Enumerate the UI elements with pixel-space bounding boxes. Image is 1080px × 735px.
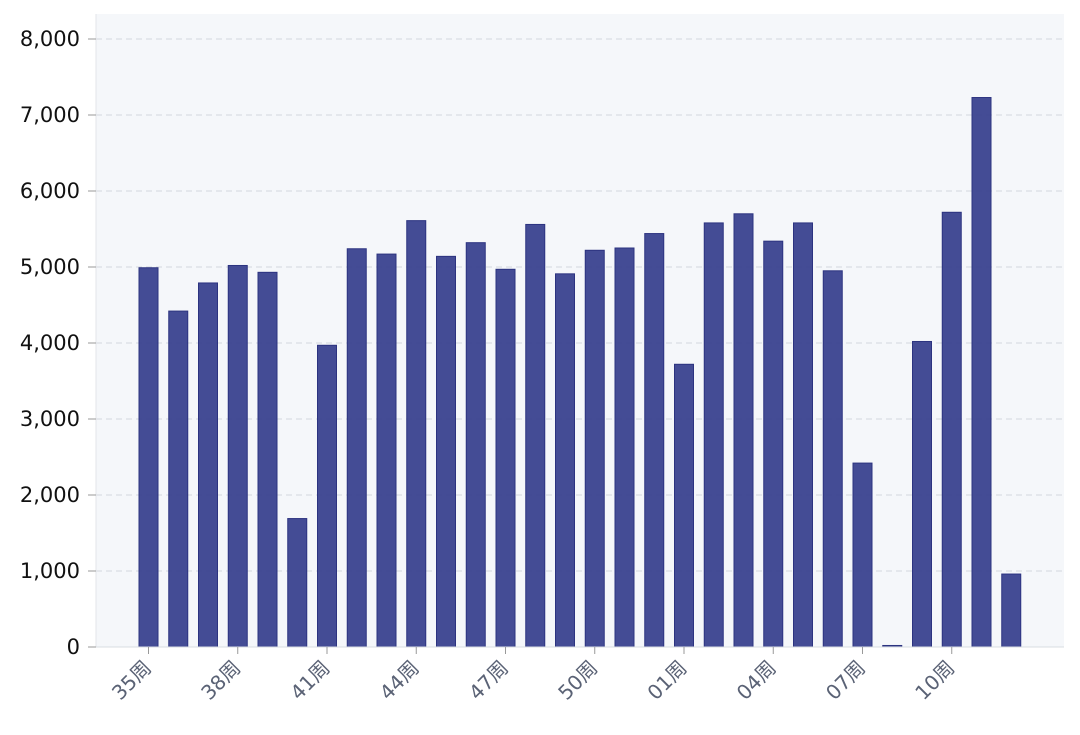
y-tick-label: 5,000	[20, 255, 80, 279]
x-tick-label: 10周	[910, 656, 959, 705]
bar	[525, 223, 546, 648]
x-tick-label: 04周	[732, 656, 781, 705]
bar	[703, 222, 724, 648]
y-tick-label: 2,000	[20, 483, 80, 507]
x-tick-label: 41周	[285, 656, 334, 705]
x-axis-ticks: 35周 38周 41周 44周 47周 50周 01周 04周 07周 10周	[107, 647, 959, 705]
y-tick-label: 8,000	[20, 27, 80, 51]
x-tick-label: 01周	[642, 656, 691, 705]
bar	[1001, 573, 1022, 648]
y-tick-label: 0	[67, 635, 80, 659]
x-tick-label: 35周	[107, 656, 156, 705]
bar	[376, 253, 397, 648]
bar	[674, 363, 694, 648]
bar	[941, 211, 962, 648]
y-tick-label: 3,000	[20, 407, 80, 431]
x-tick-label: 50周	[553, 656, 602, 705]
bar	[584, 249, 605, 648]
bar	[495, 268, 516, 648]
bar	[406, 220, 427, 648]
bar	[465, 242, 486, 648]
gridlines	[96, 38, 1064, 572]
bar	[971, 97, 992, 648]
bar	[793, 222, 813, 648]
plot-background	[96, 14, 1064, 647]
bar	[138, 267, 159, 648]
bar	[644, 233, 665, 648]
bar	[257, 271, 278, 648]
bars	[138, 97, 1022, 648]
bar	[346, 248, 367, 648]
x-tick-label: 44周	[375, 656, 424, 705]
bar	[614, 247, 635, 648]
bar	[317, 344, 337, 648]
bar	[555, 273, 575, 648]
y-tick-label: 7,000	[20, 103, 80, 127]
bar	[287, 518, 308, 648]
bar	[852, 462, 873, 648]
y-tick-label: 4,000	[20, 331, 80, 355]
bar	[733, 213, 754, 648]
bar	[763, 240, 784, 648]
x-tick-label: 07周	[821, 656, 870, 705]
bar	[198, 282, 218, 648]
x-tick-label: 47周	[464, 656, 513, 705]
bar	[912, 340, 932, 648]
bar	[436, 255, 456, 648]
y-axis-ticks: 0 1,000 2,000 3,000 4,000 5,000 6,000 7,000 8,00…	[20, 27, 96, 659]
bar	[168, 310, 189, 648]
y-tick-label: 6,000	[20, 179, 80, 203]
bar	[227, 264, 248, 648]
y-tick-label: 1,000	[20, 559, 80, 583]
x-tick-label: 38周	[196, 656, 245, 705]
bar	[822, 270, 843, 648]
